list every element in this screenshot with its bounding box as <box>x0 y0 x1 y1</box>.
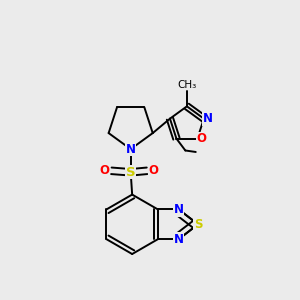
Text: N: N <box>174 203 184 216</box>
Text: O: O <box>100 164 110 177</box>
Text: S: S <box>126 166 136 179</box>
Text: N: N <box>202 112 212 125</box>
Text: O: O <box>148 164 159 177</box>
Text: O: O <box>197 132 207 145</box>
Text: N: N <box>126 142 136 156</box>
Text: N: N <box>174 233 184 246</box>
Text: CH₃: CH₃ <box>177 80 196 90</box>
Text: S: S <box>194 218 202 231</box>
